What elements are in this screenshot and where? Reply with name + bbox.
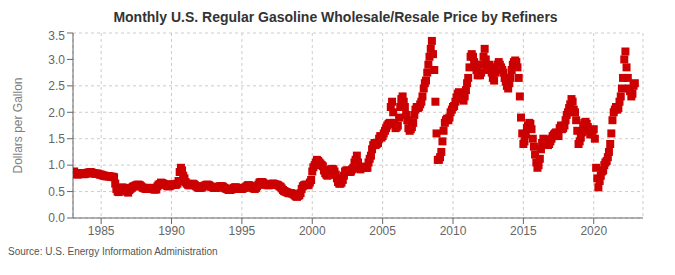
svg-text:2005: 2005 bbox=[369, 224, 396, 238]
svg-text:0.5: 0.5 bbox=[48, 185, 65, 199]
html-text:Monthly U.S. Regular Gasoline: Monthly U.S. Regular Gasoline Wholesale/… bbox=[113, 9, 558, 25]
html-text:Source: U.S. Energy Informatio: Source: U.S. Energy Information Administ… bbox=[8, 246, 218, 257]
svg-text:1995: 1995 bbox=[229, 224, 256, 238]
svg-text:Dollars per Gallon: Dollars per Gallon bbox=[11, 77, 25, 173]
svg-text:2000: 2000 bbox=[299, 224, 326, 238]
svg-text:1.5: 1.5 bbox=[48, 132, 65, 146]
svg-text:3.5: 3.5 bbox=[48, 29, 65, 43]
svg-text:3.0: 3.0 bbox=[48, 53, 65, 67]
svg-text:2010: 2010 bbox=[440, 224, 467, 238]
svg-text:1990: 1990 bbox=[158, 224, 185, 238]
svg-text:1.0: 1.0 bbox=[48, 158, 65, 172]
svg-text:2020: 2020 bbox=[580, 224, 607, 238]
svg-text:0.0: 0.0 bbox=[48, 211, 65, 225]
svg-text:1985: 1985 bbox=[88, 224, 115, 238]
svg-text:2.0: 2.0 bbox=[48, 106, 65, 120]
svg-text:2.5: 2.5 bbox=[48, 79, 65, 93]
svg-text:2015: 2015 bbox=[510, 224, 537, 238]
